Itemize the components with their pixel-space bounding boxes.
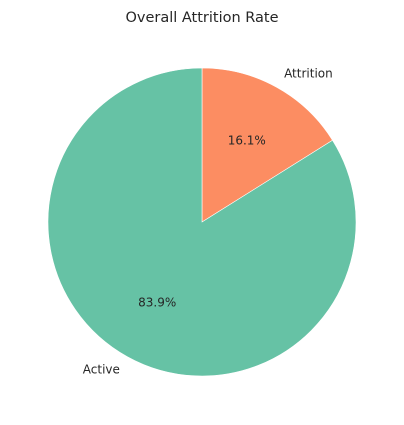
percent-label-active: 83.9% [138, 295, 176, 309]
slice-label-active: Active [83, 363, 120, 377]
percent-label-attrition: 16.1% [228, 134, 266, 148]
slice-label-attrition: Attrition [284, 66, 333, 80]
pie-slices [48, 68, 356, 376]
chart-title: Overall Attrition Rate [125, 10, 278, 26]
